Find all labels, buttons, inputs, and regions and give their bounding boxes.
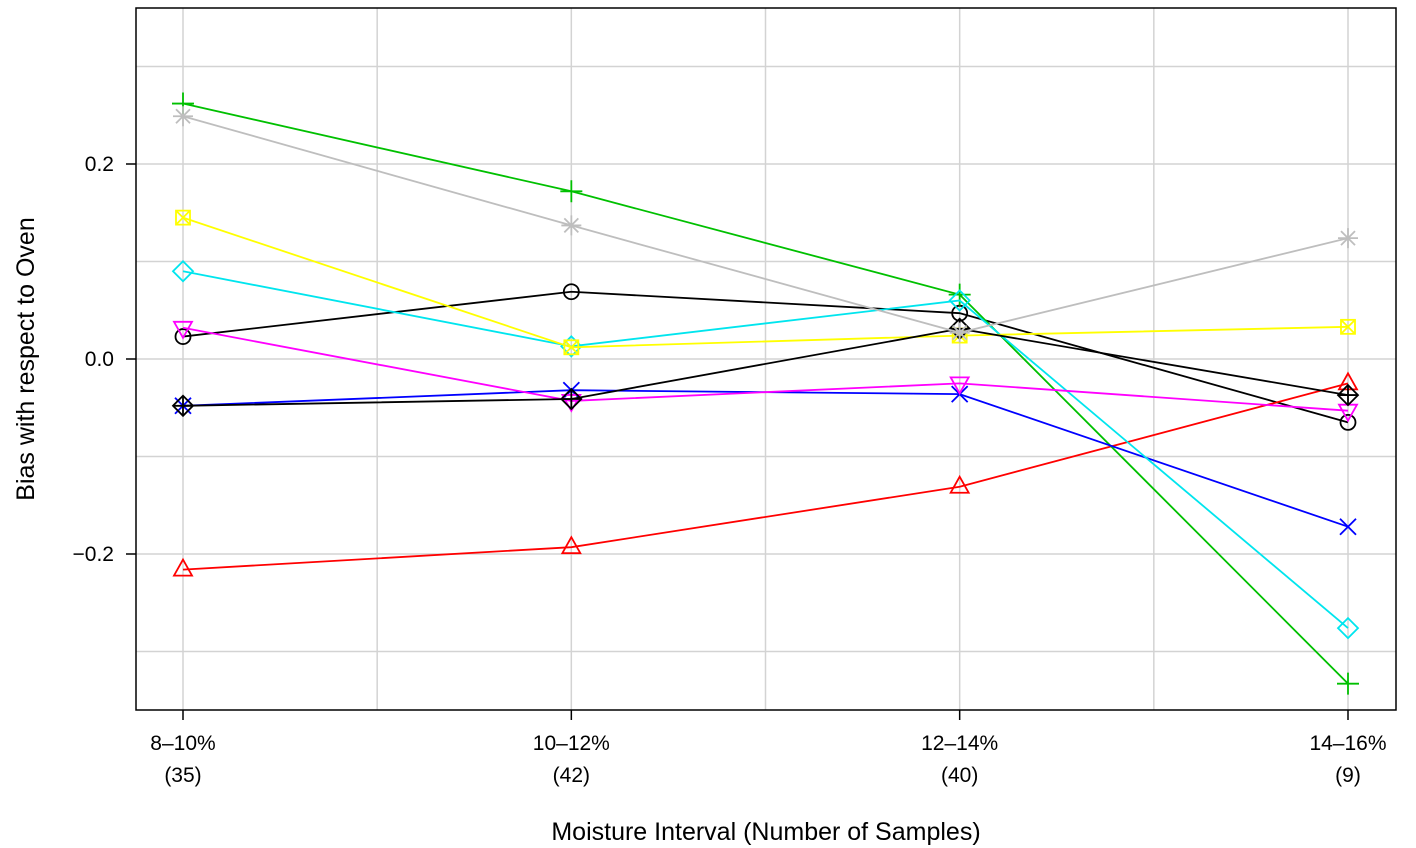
series-line	[182, 270, 1349, 629]
marker-asterisk	[1338, 228, 1358, 249]
marker-x	[1339, 518, 1357, 536]
x-tick-count: (42)	[553, 764, 590, 787]
marker-square	[563, 339, 580, 356]
marker-circle	[1339, 413, 1357, 431]
marker-diamond-plus	[1338, 385, 1358, 406]
marker-triangle-down	[949, 376, 971, 396]
series-3	[172, 92, 1359, 695]
y-tick-label: 0.2	[85, 153, 114, 176]
marker-square-cross	[175, 209, 191, 226]
marker-circle	[174, 328, 192, 345]
marker-asterisk	[561, 215, 582, 236]
marker-square	[1340, 318, 1356, 335]
marker-square-cross	[1340, 319, 1356, 335]
series-line	[182, 326, 1349, 412]
series-9	[173, 106, 1358, 343]
x-tick-label: 8–10%	[150, 732, 215, 755]
marker-diamond-plus	[173, 395, 193, 416]
marker-triangle-down	[172, 320, 194, 340]
x-tick-label: 10–12%	[533, 732, 610, 755]
marker-triangle-up	[560, 535, 582, 555]
x-tick-label: 12–14%	[921, 732, 998, 755]
marker-plus	[948, 283, 971, 306]
x-tick-count: (35)	[164, 764, 201, 787]
series-5	[171, 259, 1360, 640]
axes: 8–10% (35) 10–12% (42) 12–14% (40) 14–16% (9) −0…	[73, 153, 1387, 787]
series-layer	[171, 92, 1360, 695]
x-axis-title: Moisture Interval (Number of Samples)	[551, 818, 980, 846]
series-line	[182, 102, 1349, 685]
y-axis-title: Bias with respect to Oven	[12, 217, 40, 500]
y-tick-label: 0.0	[85, 348, 114, 371]
series-line	[182, 216, 1349, 349]
x-tick-count: (40)	[941, 764, 978, 787]
series-line	[182, 115, 1349, 334]
series-line	[182, 290, 1349, 424]
y-tick-label: −0.2	[73, 543, 114, 566]
marker-plus	[1337, 672, 1359, 695]
marker-asterisk	[949, 322, 970, 343]
marker-diamond	[948, 289, 971, 312]
marker-plus	[560, 180, 583, 203]
marker-triangle-up	[172, 557, 194, 577]
marker-diamond-plus	[561, 388, 582, 409]
x-tick-label: 14–16%	[1309, 732, 1386, 755]
x-tick-count: (9)	[1335, 764, 1361, 787]
marker-asterisk	[173, 106, 193, 127]
marker-square-cross	[563, 339, 579, 355]
marker-diamond	[1336, 616, 1360, 640]
series-line	[182, 327, 1349, 407]
series-8	[171, 317, 1360, 418]
marker-diamond	[171, 259, 195, 283]
marker-square	[175, 209, 191, 226]
series-line	[182, 382, 1349, 571]
marker-circle	[562, 283, 580, 301]
grid	[136, 8, 1396, 710]
series-1	[174, 283, 1357, 431]
series-6	[172, 320, 1359, 423]
marker-triangle-up	[949, 474, 971, 494]
